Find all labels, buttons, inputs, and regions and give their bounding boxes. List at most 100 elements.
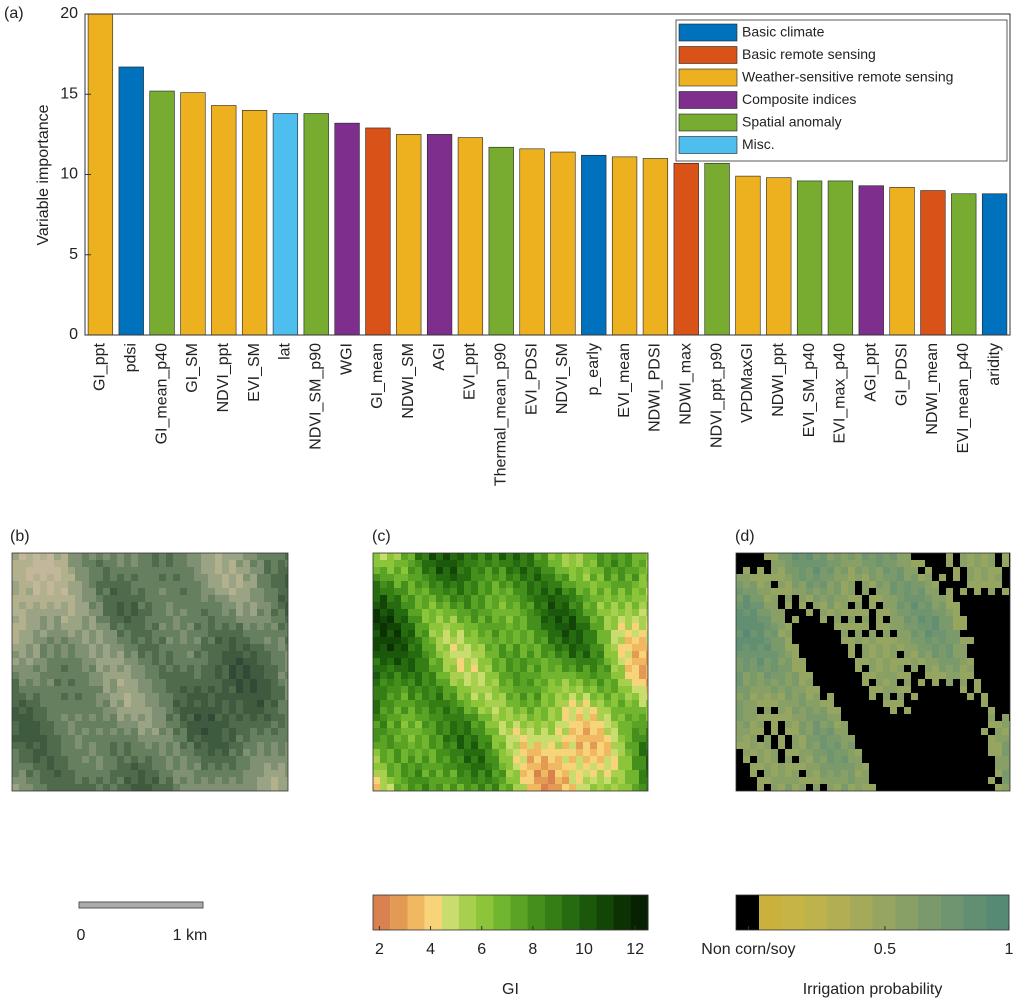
legend-swatch xyxy=(679,114,737,131)
map-pixel xyxy=(159,574,166,581)
map-pixel xyxy=(555,644,562,651)
map-pixel xyxy=(19,756,26,763)
map-pixel xyxy=(380,595,387,602)
map-pixel xyxy=(876,672,883,679)
map-pixel xyxy=(541,742,548,749)
map-pixel xyxy=(820,595,827,602)
map-pixel xyxy=(194,588,201,595)
map-pixel xyxy=(548,728,555,735)
map-pixel xyxy=(96,770,103,777)
map-pixel xyxy=(890,560,897,567)
map-pixel xyxy=(124,574,131,581)
map-pixel xyxy=(12,637,19,644)
map-pixel xyxy=(960,595,967,602)
map-pixel xyxy=(229,763,236,770)
map-pixel xyxy=(173,658,180,665)
map-pixel xyxy=(180,721,187,728)
map-pixel xyxy=(264,630,271,637)
map-pixel xyxy=(569,728,576,735)
map-pixel xyxy=(478,756,485,763)
map-pixel xyxy=(834,672,841,679)
map-pixel xyxy=(250,567,257,574)
map-pixel xyxy=(576,672,583,679)
map-pixel xyxy=(534,784,541,791)
map-pixel xyxy=(89,644,96,651)
map-pixel xyxy=(194,756,201,763)
map-pixel xyxy=(499,665,506,672)
map-pixel xyxy=(173,679,180,686)
map-pixel xyxy=(883,728,890,735)
map-pixel xyxy=(117,777,124,784)
map-pixel xyxy=(96,784,103,791)
map-pixel xyxy=(527,609,534,616)
map-pixel xyxy=(743,644,750,651)
bar xyxy=(211,105,236,335)
map-pixel xyxy=(173,630,180,637)
map-pixel xyxy=(960,763,967,770)
map-pixel xyxy=(229,693,236,700)
map-pixel xyxy=(166,728,173,735)
map-pixel xyxy=(131,658,138,665)
map-pixel xyxy=(415,749,422,756)
map-pixel xyxy=(485,644,492,651)
map-pixel xyxy=(159,763,166,770)
map-pixel xyxy=(869,623,876,630)
map-pixel xyxy=(159,609,166,616)
map-pixel xyxy=(145,616,152,623)
map-pixel xyxy=(47,672,54,679)
map-pixel xyxy=(12,560,19,567)
map-pixel xyxy=(576,665,583,672)
map-pixel xyxy=(415,735,422,742)
map-pixel xyxy=(960,686,967,693)
map-pixel xyxy=(229,658,236,665)
map-pixel xyxy=(443,686,450,693)
map-pixel xyxy=(883,777,890,784)
map-pixel xyxy=(201,756,208,763)
map-pixel xyxy=(520,763,527,770)
map-pixel xyxy=(876,749,883,756)
legend-swatch xyxy=(679,92,737,109)
map-pixel xyxy=(19,665,26,672)
map-pixel xyxy=(236,777,243,784)
map-pixel xyxy=(862,784,869,791)
map-pixel xyxy=(743,609,750,616)
map-pixel xyxy=(180,623,187,630)
map-pixel xyxy=(429,679,436,686)
map-pixel xyxy=(478,588,485,595)
map-pixel xyxy=(974,623,981,630)
colorbar-segment xyxy=(390,895,408,930)
map-pixel xyxy=(534,735,541,742)
map-pixel xyxy=(618,679,625,686)
map-pixel xyxy=(988,735,995,742)
map-pixel xyxy=(534,609,541,616)
map-pixel xyxy=(639,679,646,686)
map-pixel xyxy=(380,581,387,588)
map-pixel xyxy=(485,637,492,644)
map-pixel xyxy=(736,707,743,714)
map-pixel xyxy=(103,672,110,679)
map-pixel xyxy=(180,609,187,616)
x-tick-label: GI_mean_p40 xyxy=(153,343,170,445)
map-pixel xyxy=(166,623,173,630)
map-pixel xyxy=(68,742,75,749)
map-pixel xyxy=(827,756,834,763)
map-pixel xyxy=(117,616,124,623)
map-pixel xyxy=(499,707,506,714)
map-pixel xyxy=(159,742,166,749)
map-pixel xyxy=(394,756,401,763)
map-pixel xyxy=(555,777,562,784)
map-pixel xyxy=(387,742,394,749)
map-pixel xyxy=(750,574,757,581)
map-pixel xyxy=(464,581,471,588)
map-pixel xyxy=(401,574,408,581)
map-pixel xyxy=(611,749,618,756)
map-pixel xyxy=(117,581,124,588)
map-pixel xyxy=(764,742,771,749)
map-pixel xyxy=(180,581,187,588)
map-pixel xyxy=(194,574,201,581)
map-pixel xyxy=(541,721,548,728)
map-pixel xyxy=(173,553,180,560)
map-pixel xyxy=(876,574,883,581)
map-pixel xyxy=(771,602,778,609)
map-pixel xyxy=(848,581,855,588)
